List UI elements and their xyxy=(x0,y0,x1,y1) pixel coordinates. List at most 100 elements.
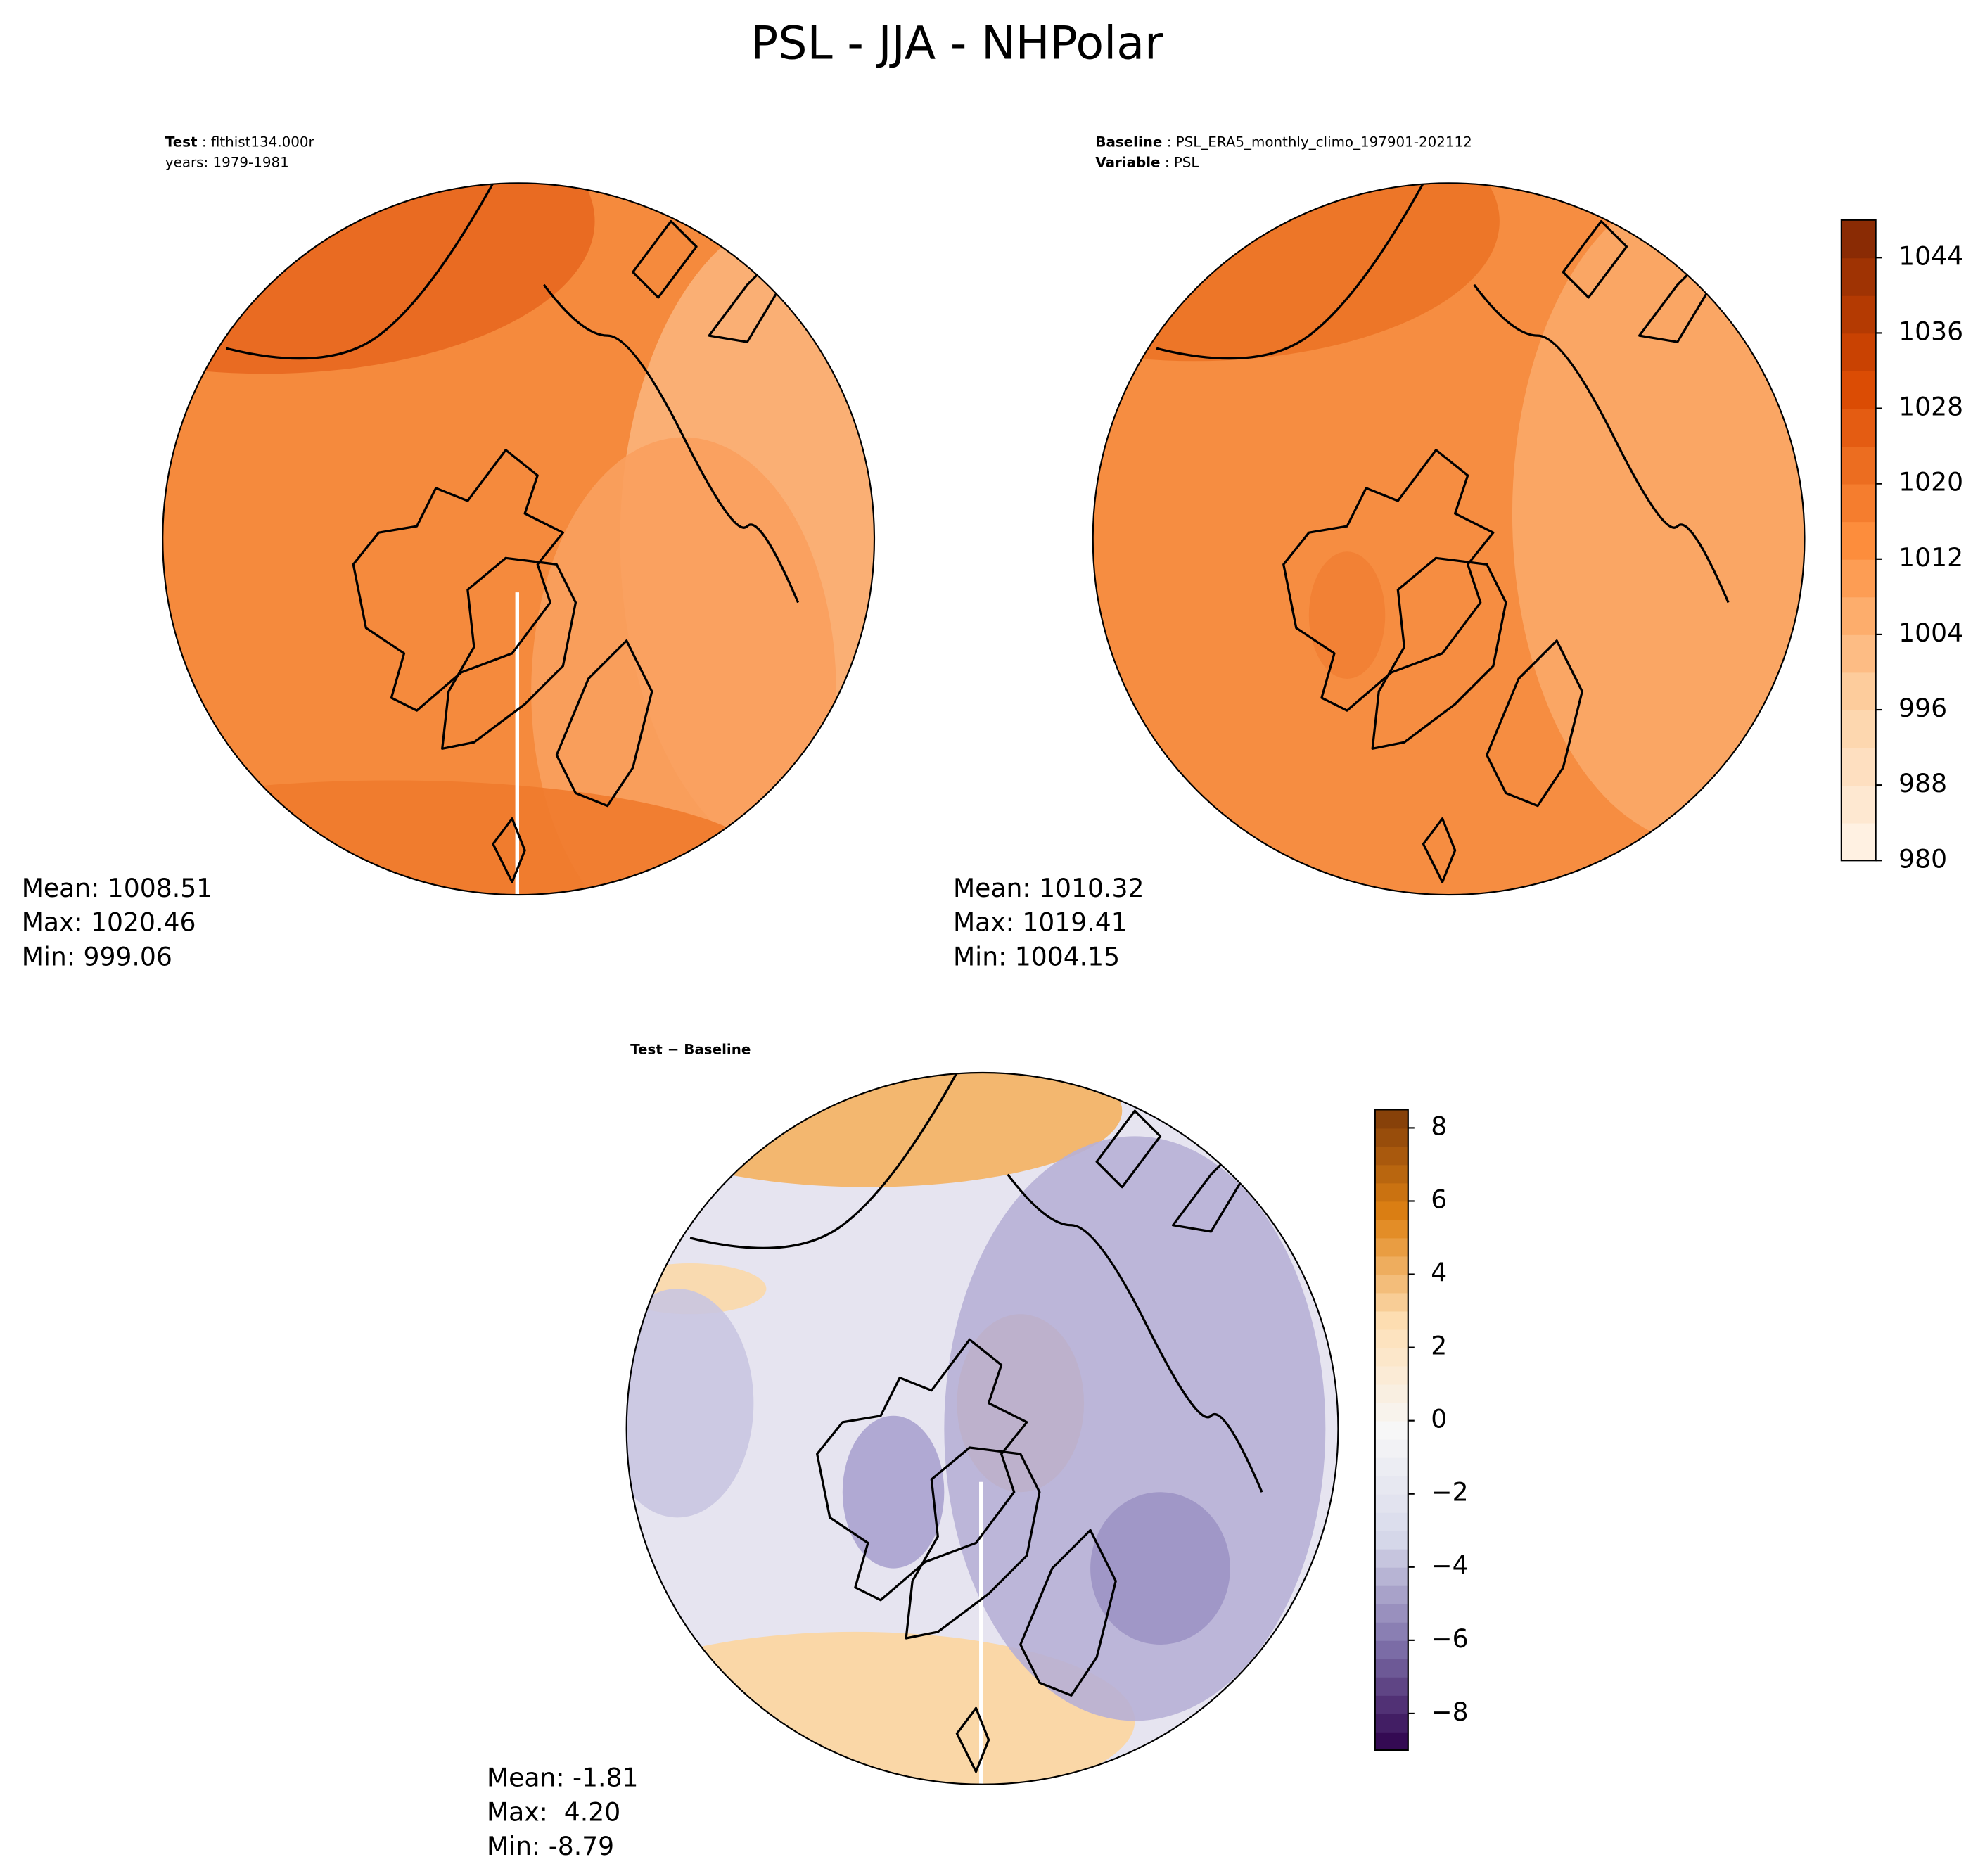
coastline xyxy=(1282,449,1495,712)
colorbar-band xyxy=(1374,1402,1408,1422)
colorbar-band xyxy=(1374,1731,1408,1751)
colorbar-band xyxy=(1374,1365,1408,1385)
header-label: Variable xyxy=(1095,154,1160,170)
colorbar-band xyxy=(1374,1420,1408,1440)
colorbar-band xyxy=(1841,596,1876,635)
header-label: Baseline xyxy=(1095,134,1162,150)
header-label: Test − Baseline xyxy=(630,1041,751,1057)
coastline xyxy=(1486,639,1583,808)
header-text: : flthist134.000r xyxy=(198,134,315,150)
colorbar-band xyxy=(1841,785,1876,824)
coastline xyxy=(352,449,564,712)
colorbar-frame xyxy=(1374,1109,1409,1751)
colorbar-tick-label: 0 xyxy=(1431,1404,1447,1434)
colorbar-tick-label: 1036 xyxy=(1898,316,1963,346)
colorbar-band xyxy=(1374,1384,1408,1403)
header-label: Test xyxy=(165,134,198,150)
coastline xyxy=(1019,1529,1117,1697)
figure-title: PSL - JJA - NHPolar xyxy=(751,17,1163,70)
panel-header: Baseline : PSL_ERA5_monthly_climo_197901… xyxy=(1095,134,1472,150)
coastline xyxy=(905,1446,1041,1640)
colorbar-tick-label: 2 xyxy=(1431,1331,1447,1361)
colorbar-band xyxy=(1374,1201,1408,1220)
colorbar-band xyxy=(1374,1256,1408,1275)
colorbar-band xyxy=(1841,370,1876,409)
colorbar-band xyxy=(1841,257,1876,296)
colorbar-band xyxy=(1841,295,1876,334)
coastline xyxy=(1156,183,1730,604)
coastline xyxy=(492,817,526,883)
coastline xyxy=(816,1338,1028,1602)
colorbar-band xyxy=(1841,483,1876,523)
colorbar-band xyxy=(1374,1713,1408,1733)
colorbar-frame xyxy=(1840,219,1877,862)
colorbar-band xyxy=(1374,1237,1408,1257)
stat-text: Max: 4.20 xyxy=(487,1797,620,1827)
map-border xyxy=(1092,182,1806,896)
colorbar-band xyxy=(1374,1530,1408,1550)
colorbar-tick-label: 988 xyxy=(1898,768,1947,798)
contour-region xyxy=(626,1289,754,1518)
colorbar-band xyxy=(1374,1347,1408,1367)
colorbar-band xyxy=(1374,1640,1408,1659)
colorbar-band xyxy=(1374,1164,1408,1184)
colorbar-band xyxy=(1374,1603,1408,1623)
colorbar-tick-label: −8 xyxy=(1431,1697,1468,1727)
colorbar-band xyxy=(1374,1475,1408,1495)
colorbar-band xyxy=(1374,1146,1408,1166)
colorbar-tick-label: 8 xyxy=(1431,1111,1447,1141)
contour-region xyxy=(944,1136,1326,1721)
colorbar-band xyxy=(1841,747,1876,786)
colorbar-band xyxy=(1374,1457,1408,1476)
colorbar-band xyxy=(1374,1676,1408,1696)
stat-text: Min: 1004.15 xyxy=(953,941,1120,971)
header-text: years: 1979-1981 xyxy=(165,154,289,170)
coastline xyxy=(441,556,577,750)
stat-text: Mean: 1008.51 xyxy=(22,873,212,903)
colorbar-tick-label: −2 xyxy=(1431,1477,1468,1507)
stat-text: Max: 1019.41 xyxy=(953,907,1128,938)
contour-region xyxy=(842,1415,945,1569)
stat-text: Min: 999.06 xyxy=(22,941,172,971)
coastline xyxy=(1422,817,1457,883)
colorbar-band xyxy=(1841,559,1876,598)
colorbar-band xyxy=(1841,408,1876,447)
colorbar-band xyxy=(1374,1274,1408,1294)
coastline xyxy=(955,1706,990,1773)
colorbar-band xyxy=(1374,1182,1408,1202)
colorbar-band xyxy=(1841,219,1876,259)
colorbar-band xyxy=(1374,1548,1408,1568)
colorbar-band xyxy=(1841,446,1876,485)
colorbar-band xyxy=(1374,1219,1408,1239)
contour-region xyxy=(1092,183,1500,362)
colorbar-band xyxy=(1374,1329,1408,1348)
colorbar-band xyxy=(1374,1566,1408,1586)
colorbar-band xyxy=(1841,333,1876,371)
colorbar-tick-label: 1020 xyxy=(1898,467,1963,497)
colorbar-band xyxy=(1841,822,1876,862)
panel-header: Test : flthist134.000r xyxy=(165,134,315,150)
map xyxy=(1092,183,1805,895)
map-border xyxy=(625,1071,1339,1785)
map xyxy=(162,183,874,895)
coastline xyxy=(1371,556,1507,750)
colorbar-tick-label: 6 xyxy=(1431,1184,1447,1214)
colorbar-tick-label: 1004 xyxy=(1898,618,1963,648)
colorbar-band xyxy=(1374,1512,1408,1531)
stat-text: Min: -8.79 xyxy=(487,1831,614,1861)
stat-text: Mean: 1010.32 xyxy=(953,873,1144,903)
map-border xyxy=(162,182,876,896)
contour-region xyxy=(1308,551,1386,679)
stat-text: Mean: -1.81 xyxy=(487,1763,639,1793)
colorbar-tick-label: 996 xyxy=(1898,693,1947,723)
colorbar-tick-label: 1044 xyxy=(1898,241,1963,271)
colorbar-band xyxy=(1841,634,1876,673)
colorbar-band xyxy=(1374,1109,1408,1129)
colorbar-tick-label: −6 xyxy=(1431,1623,1468,1654)
colorbar-band xyxy=(1374,1493,1408,1513)
coastline xyxy=(555,639,653,808)
colorbar-band xyxy=(1841,521,1876,560)
coastline xyxy=(689,1073,1263,1493)
